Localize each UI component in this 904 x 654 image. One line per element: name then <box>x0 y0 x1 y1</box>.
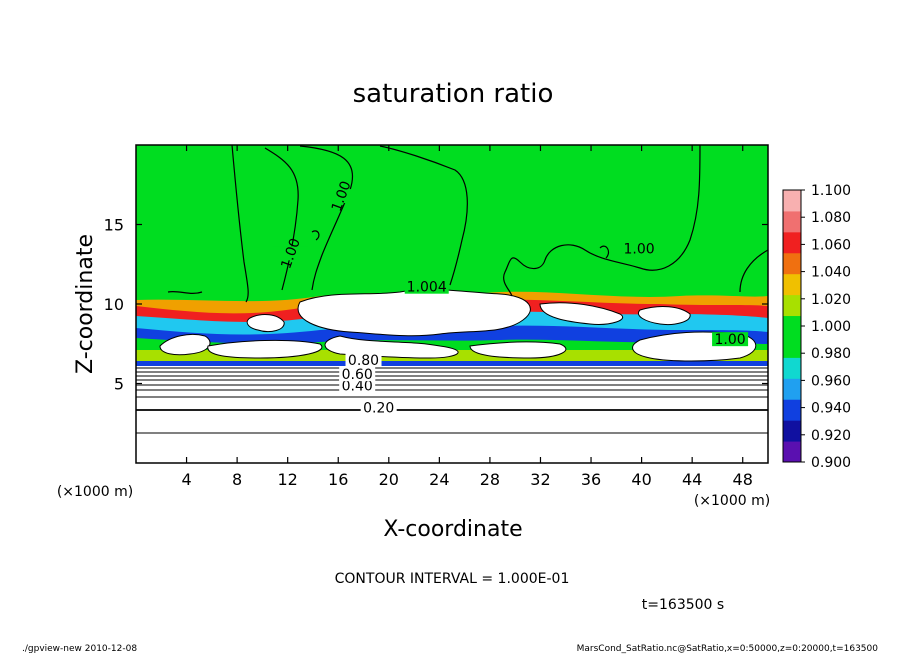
colorbar-label: 1.100 <box>811 183 851 199</box>
x-tick-label: 32 <box>530 470 550 489</box>
colorbar: 0.900 0.920 0.940 0.960 0.980 1.000 1.020 1.040… <box>782 183 851 471</box>
colorbar-label: 1.080 <box>811 210 851 226</box>
x-unit-right: (×1000 m) <box>694 493 770 509</box>
contour-label: 0.60 <box>342 367 373 383</box>
x-axis: 4 8 12 16 20 24 28 32 36 40 44 48 <box>181 145 753 489</box>
contour-label-bg <box>272 246 309 261</box>
colorbar-swatch <box>783 378 801 400</box>
colorbar-swatch <box>783 190 801 212</box>
contour-label: 0.20 <box>363 401 394 417</box>
base-blue-line <box>136 361 768 366</box>
contour-label: 1.00 <box>623 242 654 258</box>
colorbar-swatch <box>783 252 801 275</box>
upper-contours <box>167 145 768 303</box>
x-tick-label: 20 <box>379 470 399 489</box>
x-tick-label: 4 <box>181 470 191 489</box>
contour-label-bg <box>339 378 376 393</box>
x-tick-label: 28 <box>480 470 500 489</box>
x-tick-label: 24 <box>429 470 449 489</box>
cloud-bodies <box>159 288 757 362</box>
colorbar-swatch <box>783 315 801 337</box>
plot-area <box>136 145 768 463</box>
time-text: t=163500 s <box>642 597 724 613</box>
subsaturated-region <box>136 355 768 463</box>
colorbar-label: 0.960 <box>811 373 851 389</box>
colorbar-swatch <box>783 357 801 379</box>
x-tick-label: 12 <box>278 470 298 489</box>
colorbar-swatch <box>783 336 801 358</box>
x-unit-left: (×1000 m) <box>57 484 133 500</box>
colorbar-label: 0.900 <box>811 455 851 471</box>
colorbar-swatch <box>783 210 801 233</box>
footer-right: MarsCond_SatRatio.nc@SatRatio,x=0:50000,… <box>577 644 879 654</box>
contour-label-bg <box>621 241 658 256</box>
x-tick-label: 36 <box>581 470 601 489</box>
contour-label: 0.80 <box>348 353 379 369</box>
lower-contours <box>136 367 768 434</box>
contour-interval-text: CONTOUR INTERVAL = 1.000E-01 <box>335 571 570 587</box>
colorbar-label: 1.020 <box>811 292 851 308</box>
colorbar-swatch <box>783 420 801 442</box>
colorbar-swatch <box>783 231 801 254</box>
colorbar-label: 1.040 <box>811 265 851 281</box>
x-tick-label: 48 <box>733 470 753 489</box>
colorbar-swatch <box>783 441 801 463</box>
y-axis: 5 10 15 <box>104 216 768 394</box>
colorbar-label: 0.940 <box>811 401 851 417</box>
x-tick-label: 40 <box>631 470 651 489</box>
colorbar-label: 0.920 <box>811 428 851 444</box>
x-tick-label: 16 <box>328 470 348 489</box>
y-tick-label: 5 <box>114 375 124 394</box>
colorbar-swatch <box>783 273 801 296</box>
contour-label-bg <box>322 189 359 204</box>
contour-label-bg <box>404 279 449 294</box>
contour-label: 1.004 <box>407 280 447 296</box>
contour-label-bg <box>360 400 397 415</box>
y-tick-label: 15 <box>104 216 124 235</box>
x-tick-label: 44 <box>682 470 702 489</box>
colorbar-swatch <box>783 399 801 421</box>
y-axis-label: Z-coordinate <box>73 234 98 374</box>
x-axis-label: X-coordinate <box>383 517 522 542</box>
colorbar-swatch <box>783 294 801 317</box>
colorbar-label: 1.060 <box>811 237 851 253</box>
y-tick-label: 10 <box>104 295 124 314</box>
chart-title: saturation ratio <box>353 79 554 109</box>
contour-label-bg <box>712 332 749 347</box>
x-tick-label: 8 <box>232 470 242 489</box>
contour-label-bg <box>339 367 376 382</box>
contour-label: 1.00 <box>714 332 745 348</box>
colorbar-label: 1.000 <box>811 319 851 335</box>
contour-label: 0.40 <box>342 378 373 394</box>
contour-label-bg <box>345 352 382 367</box>
footer-left: ./gpview-new 2010-12-08 <box>22 644 137 654</box>
colorbar-label: 0.980 <box>811 346 851 362</box>
